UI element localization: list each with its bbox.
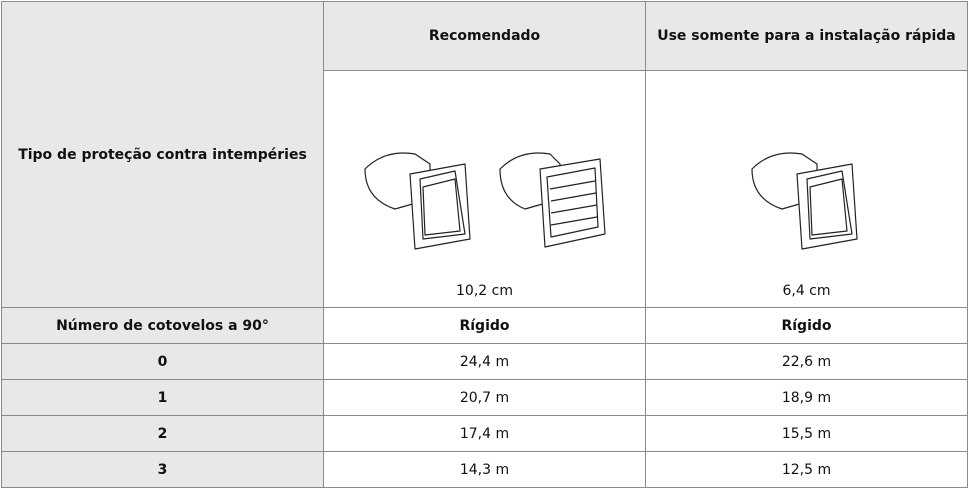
table-cell: 2 bbox=[1, 415, 324, 452]
subheader-cell: Rígido bbox=[645, 307, 968, 344]
subheader-cell: Número de cotovelos a 90° bbox=[1, 307, 324, 344]
header-cell: Use somente para a instalação rápida bbox=[645, 1, 968, 71]
table-row: 3 14,3 m 12,5 m bbox=[1, 451, 968, 488]
image-cell: 10,2 cm bbox=[323, 70, 646, 308]
subheader-row: Número de cotovelos a 90° Rígido Rígido bbox=[1, 307, 968, 344]
table-cell: 24,4 m bbox=[323, 343, 646, 380]
vent-icon bbox=[750, 152, 858, 250]
table-cell: 17,4 m bbox=[323, 415, 646, 452]
header-row: Tipo de proteção contra intempéries Reco… bbox=[1, 1, 968, 308]
header-cell: Tipo de proteção contra intempéries bbox=[1, 1, 324, 308]
table-row: 2 17,4 m 15,5 m bbox=[1, 415, 968, 452]
image-row: 10,2 cm 6,4 cm bbox=[2, 70, 968, 308]
table-cell: 12,5 m bbox=[645, 451, 968, 488]
header-text: Tipo de proteção contra intempéries bbox=[18, 146, 307, 163]
size-text: 10,2 cm bbox=[456, 283, 513, 299]
subheader-cell: Rígido bbox=[323, 307, 646, 344]
table-cell: 15,5 m bbox=[645, 415, 968, 452]
header-cell: Recomendado bbox=[323, 1, 646, 71]
table-cell: 22,6 m bbox=[645, 343, 968, 380]
size-text: 6,4 cm bbox=[782, 283, 831, 299]
vent-icons bbox=[363, 152, 606, 250]
header-text: Recomendado bbox=[428, 28, 541, 44]
table-row: 1 20,7 m 18,9 m bbox=[1, 379, 968, 416]
table-cell: 0 bbox=[1, 343, 324, 380]
table-cell: 14,3 m bbox=[323, 451, 646, 488]
image-cell: 6,4 cm bbox=[645, 70, 968, 308]
vent-table: Tipo de proteção contra intempéries Reco… bbox=[1, 1, 968, 488]
table-cell: 3 bbox=[1, 451, 324, 488]
table-row: 0 24,4 m 22,6 m bbox=[1, 343, 968, 380]
table-cell: 20,7 m bbox=[323, 379, 646, 416]
table-cell: 18,9 m bbox=[645, 379, 968, 416]
header-text: Use somente para a instalação rápida bbox=[657, 28, 956, 44]
table-cell: 1 bbox=[1, 379, 324, 416]
